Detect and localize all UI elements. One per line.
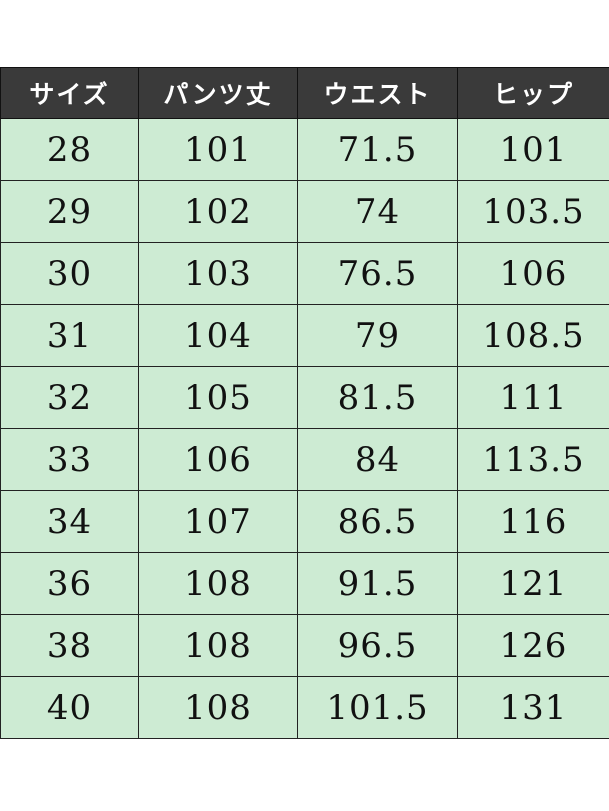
cell-waist: 96.5 <box>297 614 458 677</box>
table-row: 36 108 91.5 121 <box>0 552 609 615</box>
cell-hip: 113.5 <box>457 428 609 491</box>
table-row: 34 107 86.5 116 <box>0 490 609 553</box>
cell-waist: 84 <box>297 428 458 491</box>
cell-size: 36 <box>0 552 139 615</box>
table-row: 29 102 74 103.5 <box>0 180 609 243</box>
cell-length: 101 <box>138 118 298 181</box>
cell-length: 108 <box>138 676 298 739</box>
header-size: サイズ <box>0 67 139 119</box>
cell-length: 102 <box>138 180 298 243</box>
cell-hip: 106 <box>457 242 609 305</box>
cell-size: 33 <box>0 428 139 491</box>
header-length: パンツ丈 <box>138 67 298 119</box>
cell-length: 108 <box>138 552 298 615</box>
cell-length: 105 <box>138 366 298 429</box>
cell-hip: 108.5 <box>457 304 609 367</box>
cell-hip: 103.5 <box>457 180 609 243</box>
cell-length: 108 <box>138 614 298 677</box>
cell-waist: 91.5 <box>297 552 458 615</box>
table-row: 40 108 101.5 131 <box>0 676 609 739</box>
header-row: サイズ パンツ丈 ウエスト ヒップ <box>0 67 609 119</box>
header-waist: ウエスト <box>297 67 458 119</box>
cell-length: 104 <box>138 304 298 367</box>
cell-waist: 74 <box>297 180 458 243</box>
cell-length: 103 <box>138 242 298 305</box>
cell-size: 40 <box>0 676 139 739</box>
cell-size: 32 <box>0 366 139 429</box>
cell-hip: 116 <box>457 490 609 553</box>
cell-size: 34 <box>0 490 139 553</box>
cell-size: 28 <box>0 118 139 181</box>
table-row: 33 106 84 113.5 <box>0 428 609 491</box>
cell-length: 107 <box>138 490 298 553</box>
cell-waist: 71.5 <box>297 118 458 181</box>
cell-size: 31 <box>0 304 139 367</box>
cell-waist: 76.5 <box>297 242 458 305</box>
table-row: 30 103 76.5 106 <box>0 242 609 305</box>
size-table: サイズ パンツ丈 ウエスト ヒップ 28 101 71.5 101 29 102 74 103… <box>0 67 609 739</box>
header-hip: ヒップ <box>457 67 609 119</box>
cell-size: 38 <box>0 614 139 677</box>
cell-hip: 111 <box>457 366 609 429</box>
cell-waist: 101.5 <box>297 676 458 739</box>
cell-waist: 81.5 <box>297 366 458 429</box>
cell-hip: 101 <box>457 118 609 181</box>
cell-length: 106 <box>138 428 298 491</box>
cell-waist: 79 <box>297 304 458 367</box>
table-row: 38 108 96.5 126 <box>0 614 609 677</box>
cell-waist: 86.5 <box>297 490 458 553</box>
cell-size: 30 <box>0 242 139 305</box>
cell-size: 29 <box>0 180 139 243</box>
cell-hip: 121 <box>457 552 609 615</box>
table-row: 32 105 81.5 111 <box>0 366 609 429</box>
table-row: 31 104 79 108.5 <box>0 304 609 367</box>
cell-hip: 131 <box>457 676 609 739</box>
table-row: 28 101 71.5 101 <box>0 118 609 181</box>
cell-hip: 126 <box>457 614 609 677</box>
